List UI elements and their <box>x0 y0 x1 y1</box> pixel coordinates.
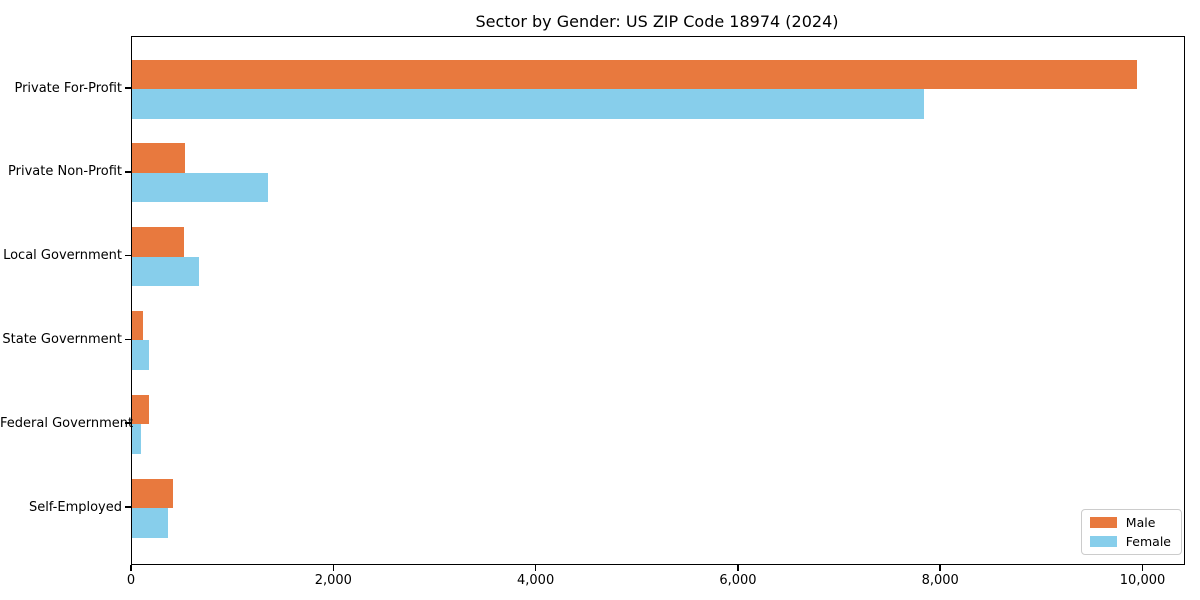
x-tick-label-8-000: 8,000 <box>921 573 959 588</box>
legend-item-female: Female <box>1089 534 1171 549</box>
y-tick-label-self-employed: Self-Employed <box>28 499 122 515</box>
y-tick-label-state-government: State Government <box>2 331 122 347</box>
bar-female-private-non-profit <box>132 172 269 203</box>
bar-female-private-for-profit <box>132 89 924 119</box>
x-tick-mark <box>534 564 537 571</box>
bar-male-federal-government <box>132 394 149 425</box>
y-tick-label-local-government: Local Government <box>3 248 122 264</box>
x-tick-mark <box>130 564 132 571</box>
y-tick-mark <box>125 87 131 89</box>
x-tick-mark <box>1141 564 1144 571</box>
bar-male-self-employed <box>132 478 173 508</box>
legend-label-male: Male <box>1125 515 1156 530</box>
y-tick-mark <box>125 506 131 508</box>
x-tick-mark <box>332 564 335 571</box>
bar-female-state-government <box>132 340 150 370</box>
x-tick-mark <box>939 564 941 571</box>
bar-male-private-for-profit <box>132 59 1137 89</box>
y-tick-mark <box>125 422 131 424</box>
plot-area: Male Female <box>131 36 1185 565</box>
y-tick-mark <box>125 254 131 257</box>
x-tick-label-0: 0 <box>126 573 136 588</box>
legend-swatch-female <box>1089 536 1117 547</box>
bar-male-local-government <box>132 227 184 257</box>
bar-female-self-employed <box>132 508 168 538</box>
y-tick-label-federal-government: Federal Government <box>0 415 134 431</box>
y-tick-mark <box>125 171 131 173</box>
chart-legend: Male Female <box>1080 509 1182 555</box>
legend-item-male: Male <box>1089 515 1171 530</box>
x-tick-label-10-000: 10,000 <box>1119 573 1166 588</box>
x-tick-mark <box>737 564 739 571</box>
bar-male-state-government <box>132 310 143 341</box>
x-tick-label-2-000: 2,000 <box>314 573 352 588</box>
legend-swatch-male <box>1089 517 1117 528</box>
chart-title: Sector by Gender: US ZIP Code 18974 (202… <box>475 12 839 31</box>
legend-label-female: Female <box>1125 534 1171 549</box>
y-tick-mark <box>125 338 131 341</box>
bar-female-local-government <box>132 256 199 287</box>
y-tick-label-private-non-profit: Private Non-Profit <box>8 164 122 180</box>
bar-male-private-non-profit <box>132 143 185 173</box>
x-tick-label-4-000: 4,000 <box>517 573 555 588</box>
y-tick-label-private-for-profit: Private For-Profit <box>14 80 122 96</box>
x-tick-label-6-000: 6,000 <box>719 573 757 588</box>
bar-female-federal-government <box>132 424 142 454</box>
